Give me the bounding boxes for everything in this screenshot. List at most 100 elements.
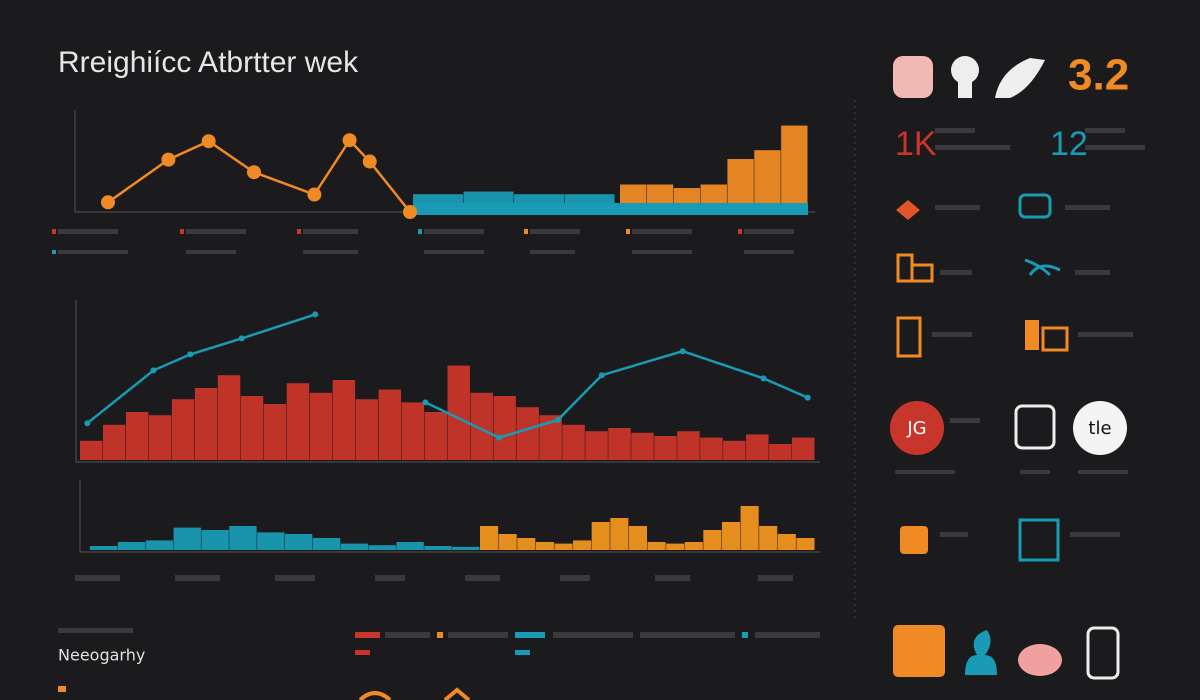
bar [628, 526, 647, 550]
bar [666, 543, 685, 550]
bar [585, 431, 608, 460]
bar [194, 388, 218, 460]
point [403, 205, 417, 219]
point [312, 311, 319, 318]
legend-placeholders [58, 229, 794, 581]
bar [447, 365, 470, 460]
bar [396, 542, 424, 550]
bar [535, 542, 554, 550]
point [362, 154, 377, 169]
bar [562, 424, 585, 460]
point [150, 367, 157, 374]
bar [684, 542, 703, 550]
badge: tle [1088, 418, 1111, 439]
bar [229, 526, 257, 550]
bar [102, 424, 126, 460]
bar [171, 399, 195, 460]
bar [355, 399, 379, 460]
bar [723, 440, 746, 460]
bar [401, 402, 425, 460]
bar [703, 530, 722, 550]
bar [740, 506, 759, 550]
stat: 1K [895, 125, 937, 163]
badge-circle [890, 401, 944, 455]
bar [257, 532, 285, 550]
bar [792, 437, 815, 460]
bar [759, 526, 778, 550]
point [307, 187, 322, 202]
bar [517, 538, 536, 550]
bar [498, 534, 517, 550]
bar [452, 546, 480, 550]
point [187, 351, 194, 358]
bar [573, 540, 592, 550]
bar [610, 518, 629, 550]
bar [285, 534, 313, 550]
bar [700, 184, 727, 203]
bar [493, 396, 516, 460]
bar [312, 538, 341, 550]
bar [796, 538, 815, 550]
bar [240, 396, 264, 460]
bar [173, 527, 201, 550]
bar [539, 415, 562, 460]
bar [413, 194, 463, 203]
bar [647, 542, 666, 550]
bar [117, 542, 146, 550]
bar [746, 434, 769, 460]
bar [700, 437, 723, 460]
bar [620, 184, 647, 203]
point [804, 394, 811, 401]
point [246, 165, 261, 180]
bar [145, 540, 174, 550]
bar [608, 428, 631, 460]
point [495, 434, 502, 441]
bar [463, 191, 514, 203]
bar [378, 389, 402, 460]
bar [727, 159, 754, 203]
bar [777, 534, 796, 550]
bar [781, 125, 808, 203]
bar [263, 404, 287, 460]
band [413, 203, 808, 215]
bar [148, 415, 172, 460]
bar [340, 543, 369, 550]
point [342, 133, 357, 148]
bar [90, 546, 118, 550]
legend-dots [52, 229, 742, 254]
bar [564, 194, 615, 203]
bar [769, 444, 792, 460]
bar [470, 392, 493, 460]
bar [554, 543, 573, 550]
point [554, 417, 561, 423]
title: Rreighiícc Atbrtter wek [58, 46, 359, 79]
bar [309, 392, 333, 460]
stat-placeholders [895, 128, 1145, 537]
point [84, 420, 91, 427]
point [422, 399, 429, 406]
icons [893, 56, 1120, 680]
bar [514, 194, 564, 203]
bar [424, 412, 447, 460]
bar [424, 546, 452, 550]
bar [286, 383, 310, 460]
bar [516, 407, 539, 460]
badge: JG [906, 418, 926, 439]
bar [125, 412, 149, 460]
bar [631, 432, 654, 460]
point [760, 375, 767, 382]
kpi: 3.2 [1068, 51, 1129, 100]
point [679, 348, 686, 355]
point [101, 195, 115, 210]
stat: 12 [1050, 125, 1088, 163]
bar [646, 184, 674, 203]
point [201, 134, 216, 149]
bar [673, 188, 701, 203]
bar [368, 545, 396, 550]
bar [480, 526, 499, 550]
point [598, 372, 605, 379]
point [238, 335, 245, 342]
footer-placeholder [58, 628, 133, 633]
